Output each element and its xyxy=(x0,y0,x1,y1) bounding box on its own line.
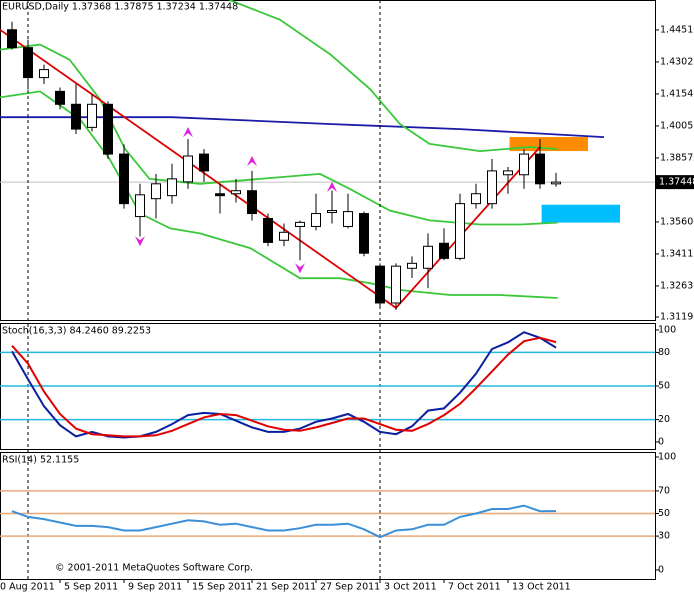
candle-body xyxy=(471,193,481,205)
candle-body xyxy=(87,103,97,128)
candle-body xyxy=(183,155,193,183)
candle-body xyxy=(535,153,545,185)
y-tick-label: 30 xyxy=(658,531,670,542)
candle-body xyxy=(359,213,369,254)
candle-body xyxy=(55,90,65,105)
candle-body xyxy=(103,103,113,155)
candle-body xyxy=(519,153,529,176)
y-tick-label: 1.40055 xyxy=(660,120,694,131)
fractal-arrow xyxy=(183,127,193,138)
y-tick-label: 50 xyxy=(658,381,670,392)
y-tick-label: 70 xyxy=(658,485,670,496)
candle-body xyxy=(551,181,561,185)
candle-body xyxy=(279,231,289,241)
y-tick-label: 80 xyxy=(658,347,670,358)
panel-frame xyxy=(0,452,656,580)
candle-body xyxy=(423,245,433,269)
y-tick-label: 20 xyxy=(658,414,670,425)
indicator-line xyxy=(11,336,557,438)
x-tick-label: 3 Oct 2011 xyxy=(384,582,437,593)
plot xyxy=(0,0,655,310)
panel-title: EURUSD,Daily 1.37368 1.37875 1.37234 1.3… xyxy=(2,2,238,13)
x-tick-label: 5 Sep 2011 xyxy=(64,582,118,593)
candle-body xyxy=(167,178,177,197)
y-tick-label: 1.35600 xyxy=(660,216,694,227)
candle-body xyxy=(343,211,353,227)
candle-body xyxy=(455,203,465,259)
x-tick-label: 7 Oct 2011 xyxy=(448,582,501,593)
zone xyxy=(541,204,620,223)
fractal-arrow xyxy=(135,236,145,247)
fractal-arrow xyxy=(327,181,337,192)
indicator-line xyxy=(0,90,558,299)
candle-body xyxy=(487,170,497,205)
x-tick-label: 15 Sep 2011 xyxy=(192,582,252,593)
y-tick-label: 0 xyxy=(658,437,664,448)
candle-body xyxy=(295,221,305,227)
panel-title: RSI(14) 52.1155 xyxy=(2,455,79,466)
candle-body xyxy=(7,29,17,49)
candle-body xyxy=(119,153,129,205)
candle-body xyxy=(247,190,257,215)
x-tick-label: 21 Sep 2011 xyxy=(256,582,316,593)
x-tick-label: 27 Sep 2011 xyxy=(320,582,380,593)
candle-body xyxy=(503,170,513,176)
y-tick-label: 50 xyxy=(658,508,670,519)
panel-frame xyxy=(0,0,656,321)
candle-body xyxy=(71,103,81,130)
indicator-line xyxy=(11,504,557,539)
indicator-line xyxy=(229,0,558,153)
y-tick-label: 1.31190 xyxy=(660,311,694,322)
candle-body xyxy=(231,190,241,195)
y-tick-label: 100 xyxy=(658,325,676,336)
y-tick-label: 1.44510 xyxy=(660,24,694,35)
candle-body xyxy=(215,193,225,197)
candle-body xyxy=(439,242,449,259)
current-price-box xyxy=(656,175,694,190)
candle-body xyxy=(39,69,49,79)
fractal-arrow xyxy=(247,156,257,167)
candle-body xyxy=(263,218,273,243)
y-tick-label: 0 xyxy=(658,565,664,576)
y-tick-label: 1.38570 xyxy=(660,152,694,163)
candle-body xyxy=(311,213,321,227)
candle-body xyxy=(391,265,401,304)
candle-body xyxy=(199,153,209,172)
candle-body xyxy=(327,210,337,213)
y-tick-label: 1.41540 xyxy=(660,88,694,99)
x-tick-label: 0 Aug 2011 xyxy=(0,582,55,593)
copyright: © 2001-2011 MetaQuotes Software Corp. xyxy=(55,563,253,574)
fractal-arrow xyxy=(295,263,305,274)
current-price-label: 1.37448 xyxy=(659,177,694,188)
y-tick-label: 100 xyxy=(658,452,676,463)
y-tick-label: 1.34115 xyxy=(660,248,694,259)
candle-body xyxy=(151,183,161,200)
y-tick-label: 1.32630 xyxy=(660,280,694,291)
y-tick-label: 1.43025 xyxy=(660,56,694,67)
candle-body xyxy=(135,194,145,218)
x-tick-label: 13 Oct 2011 xyxy=(512,582,571,593)
x-tick-label: 9 Sep 2011 xyxy=(128,582,182,593)
panel-title: Stoch(16,3,3) 84.2460 89.2253 xyxy=(2,326,151,337)
candle-body xyxy=(407,262,417,269)
indicator-line xyxy=(0,116,605,138)
